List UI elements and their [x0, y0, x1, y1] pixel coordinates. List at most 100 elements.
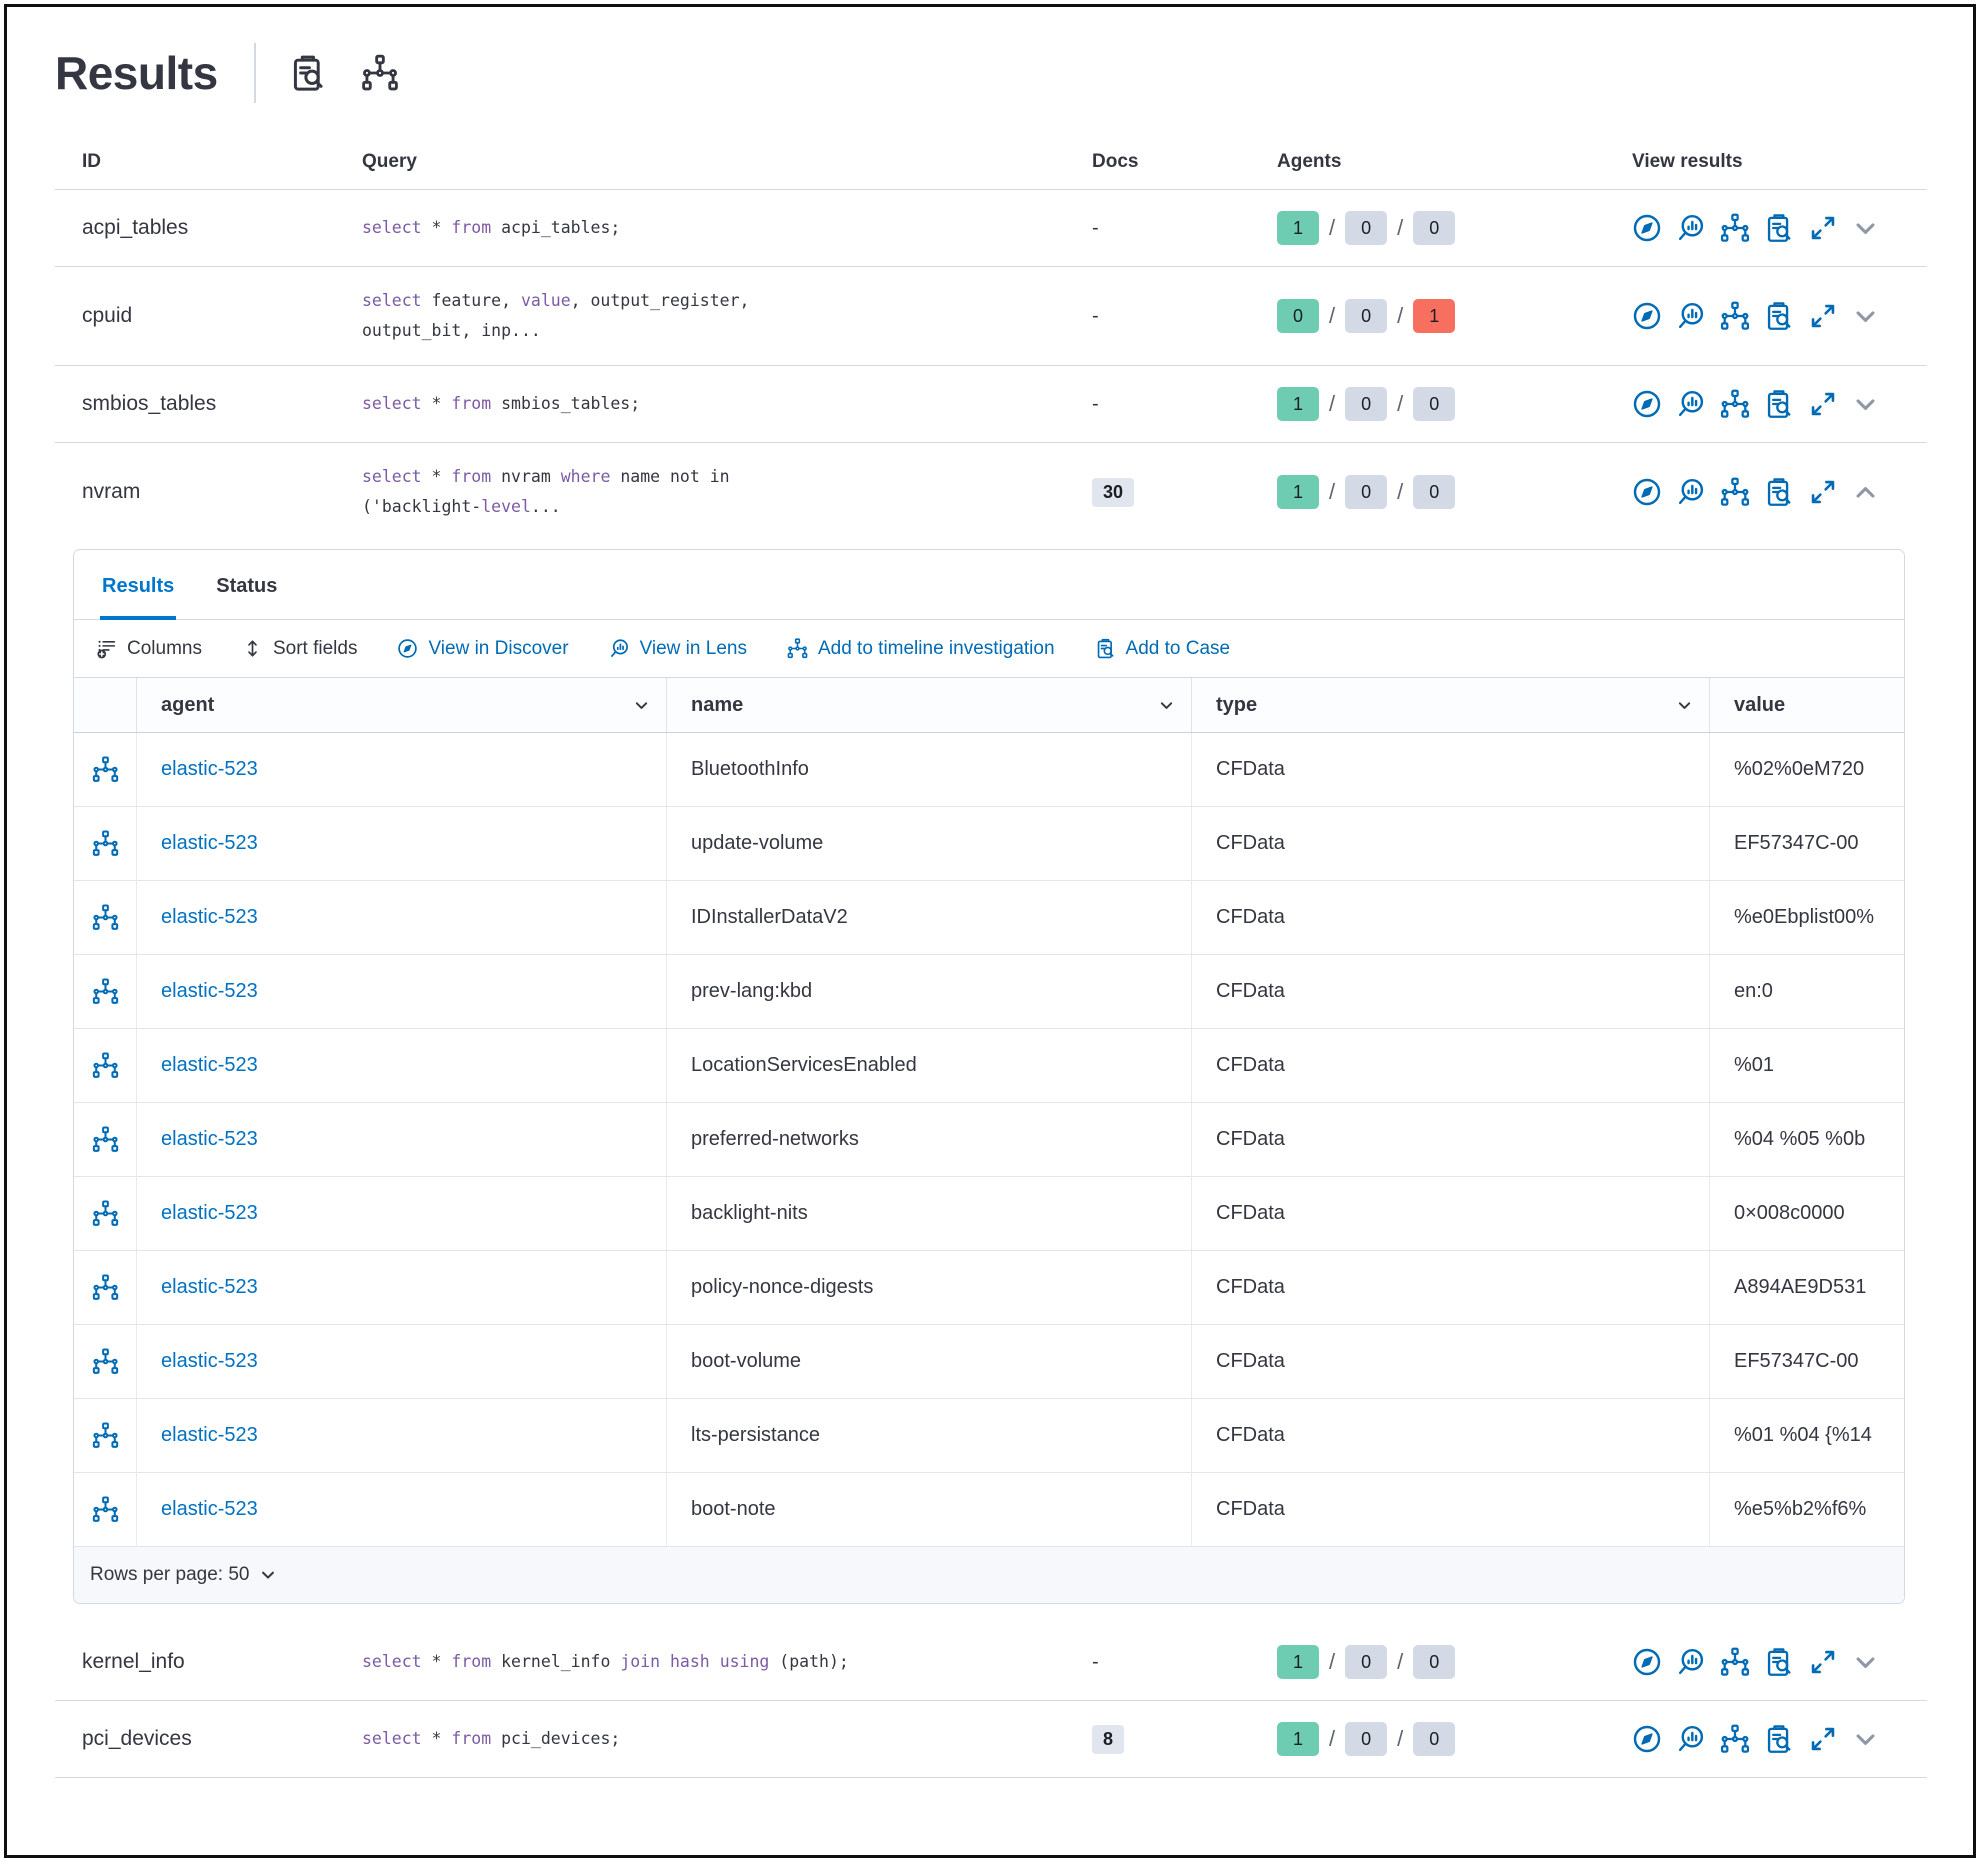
- agent-link[interactable]: elastic-523: [161, 1054, 258, 1076]
- row-timeline-button[interactable]: [92, 756, 119, 783]
- add-to-case-button[interactable]: [1764, 1724, 1794, 1754]
- view-in-lens-button[interactable]: [1676, 389, 1706, 419]
- grid-col-type[interactable]: type: [1191, 678, 1709, 732]
- toggle-row-details-button[interactable]: [1852, 1726, 1879, 1753]
- add-to-timeline-button[interactable]: [1720, 389, 1750, 419]
- rows-per-page-button[interactable]: Rows per page: 50: [90, 1564, 277, 1586]
- add-to-timeline-button[interactable]: [1720, 1724, 1750, 1754]
- agent-link[interactable]: elastic-523: [161, 832, 258, 854]
- add-to-timeline-button[interactable]: [1720, 213, 1750, 243]
- row-timeline-button[interactable]: [92, 1200, 119, 1227]
- docs-cell: -: [1065, 217, 1250, 240]
- add-to-case-button[interactable]: Add to Case: [1095, 638, 1230, 660]
- agent-link[interactable]: elastic-523: [161, 906, 258, 928]
- row-timeline-button[interactable]: [92, 1422, 119, 1449]
- agent-link[interactable]: elastic-523: [161, 758, 258, 780]
- add-to-timeline-button[interactable]: [1720, 1647, 1750, 1677]
- view-in-discover-icon: [1632, 477, 1662, 507]
- row-timeline-button[interactable]: [92, 1348, 119, 1375]
- agents-failed-badge: 0: [1413, 211, 1456, 245]
- type-cell: CFData: [1191, 1473, 1709, 1546]
- row-timeline-button[interactable]: [92, 830, 119, 857]
- view-in-discover-button[interactable]: [1632, 301, 1662, 331]
- grid-col-value[interactable]: value: [1709, 678, 1904, 732]
- expand-results-button[interactable]: [1808, 477, 1838, 507]
- add-to-case-button[interactable]: [1764, 477, 1794, 507]
- agents-pending-badge: 0: [1345, 1722, 1388, 1756]
- row-timeline-button[interactable]: [92, 904, 119, 931]
- row-timeline-button[interactable]: [92, 1496, 119, 1523]
- expand-results-icon: [1808, 477, 1838, 507]
- add-to-case-button[interactable]: [1764, 1647, 1794, 1677]
- agent-cell: elastic-523: [136, 1029, 666, 1102]
- chevron-down-icon: [1852, 1726, 1879, 1753]
- agent-link[interactable]: elastic-523: [161, 1276, 258, 1298]
- row-actions-cell: [74, 881, 136, 954]
- agent-link[interactable]: elastic-523: [161, 1350, 258, 1372]
- toggle-row-details-button[interactable]: [1852, 303, 1879, 330]
- name-cell: BluetoothInfo: [666, 733, 1191, 806]
- agents-pending-badge: 0: [1345, 1645, 1388, 1679]
- view-in-lens-button[interactable]: [1676, 301, 1706, 331]
- sort-fields-button[interactable]: Sort fields: [242, 638, 357, 660]
- view-in-lens-button[interactable]: [1676, 1647, 1706, 1677]
- view-in-discover-button[interactable]: [1632, 1724, 1662, 1754]
- row-actions-cell: [74, 1399, 136, 1472]
- row-timeline-button[interactable]: [92, 1052, 119, 1079]
- agent-link[interactable]: elastic-523: [161, 1202, 258, 1224]
- docs-count-badge: 8: [1092, 1724, 1125, 1754]
- agent-link[interactable]: elastic-523: [161, 980, 258, 1002]
- row-timeline-button[interactable]: [92, 1274, 119, 1301]
- view-in-discover-button[interactable]: [1632, 1647, 1662, 1677]
- toggle-row-details-button[interactable]: [1852, 1649, 1879, 1676]
- add-to-timeline-button[interactable]: [1720, 477, 1750, 507]
- agents-success-badge: 0: [1277, 299, 1319, 333]
- view-in-lens-button[interactable]: [1676, 1724, 1706, 1754]
- add-to-case-button[interactable]: [1764, 389, 1794, 419]
- value-cell: %04 %05 %0b: [1709, 1103, 1904, 1176]
- toggle-row-details-button[interactable]: [1852, 479, 1879, 506]
- sort-chevron-icon: [633, 697, 650, 714]
- agents-success-badge: 1: [1277, 387, 1319, 421]
- tab-results[interactable]: Results: [100, 550, 177, 620]
- view-in-lens-button[interactable]: View in Lens: [609, 638, 747, 660]
- grid-col-agent[interactable]: agent: [136, 678, 666, 732]
- add-to-timeline-button[interactable]: [1720, 301, 1750, 331]
- expand-results-button[interactable]: [1808, 1647, 1838, 1677]
- view-in-discover-button[interactable]: [1632, 477, 1662, 507]
- expand-results-button[interactable]: [1808, 1724, 1838, 1754]
- row-timeline-button[interactable]: [92, 1126, 119, 1153]
- toggle-row-details-button[interactable]: [1852, 215, 1879, 242]
- expand-results-button[interactable]: [1808, 389, 1838, 419]
- row-actions-cell: [74, 1325, 136, 1398]
- results-inspect-button[interactable]: [286, 51, 330, 95]
- expand-results-button[interactable]: [1808, 213, 1838, 243]
- add-to-timeline-icon: [1720, 1647, 1750, 1677]
- view-in-discover-button[interactable]: [1632, 389, 1662, 419]
- row-timeline-button[interactable]: [92, 978, 119, 1005]
- agent-link[interactable]: elastic-523: [161, 1424, 258, 1446]
- agent-link[interactable]: elastic-523: [161, 1128, 258, 1150]
- queries-table: ID Query Docs Agents View results acpi_t…: [55, 115, 1927, 1778]
- columns-button[interactable]: Columns: [96, 638, 202, 660]
- view-in-discover-button[interactable]: [1632, 213, 1662, 243]
- view-in-lens-icon: [1676, 301, 1706, 331]
- grid-col-name[interactable]: name: [666, 678, 1191, 732]
- docs-empty-value: -: [1092, 392, 1099, 415]
- expand-results-button[interactable]: [1808, 301, 1838, 331]
- toggle-row-details-button[interactable]: [1852, 391, 1879, 418]
- add-to-timeline-button[interactable]: Add to timeline investigation: [787, 638, 1055, 660]
- view-in-lens-button[interactable]: [1676, 213, 1706, 243]
- results-tree-button[interactable]: [358, 51, 402, 95]
- tab-status[interactable]: Status: [214, 550, 279, 619]
- add-to-case-button[interactable]: [1764, 213, 1794, 243]
- agent-link[interactable]: elastic-523: [161, 1498, 258, 1520]
- add-to-case-button[interactable]: [1764, 301, 1794, 331]
- row-actions-cell: [74, 955, 136, 1028]
- view-in-lens-button[interactable]: [1676, 477, 1706, 507]
- row-actions-cell: [74, 1251, 136, 1324]
- agent-cell: elastic-523: [136, 1399, 666, 1472]
- view-in-discover-button[interactable]: View in Discover: [397, 638, 569, 660]
- badge-separator: /: [1397, 391, 1404, 416]
- query-id: pci_devices: [82, 1727, 192, 1750]
